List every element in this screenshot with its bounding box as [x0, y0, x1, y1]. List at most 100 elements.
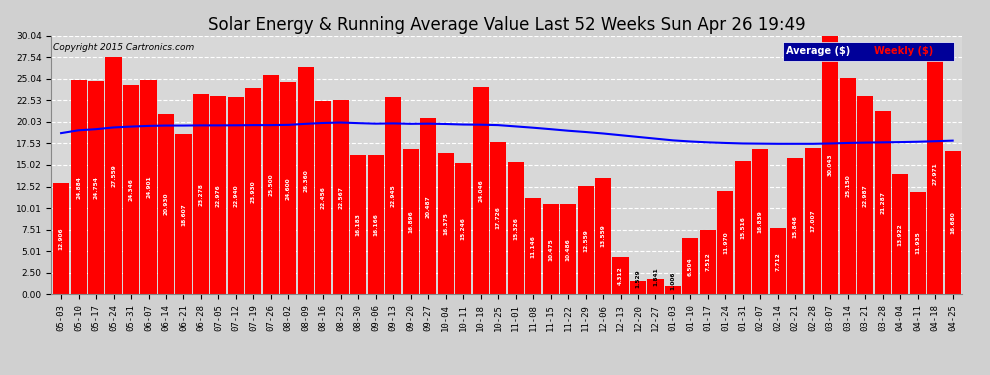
Text: 7.712: 7.712 — [775, 252, 780, 270]
Text: 27.971: 27.971 — [933, 162, 938, 185]
Text: 24.901: 24.901 — [146, 176, 151, 198]
Bar — [525, 198, 542, 294]
Bar — [700, 230, 716, 294]
Bar — [193, 94, 209, 294]
Bar — [228, 97, 244, 294]
Text: 13.559: 13.559 — [601, 225, 606, 248]
Text: 27.559: 27.559 — [111, 164, 116, 187]
Text: 23.930: 23.930 — [250, 180, 255, 203]
Bar — [333, 100, 348, 294]
Text: 22.456: 22.456 — [321, 186, 326, 209]
Bar — [403, 149, 419, 294]
Bar — [892, 174, 908, 294]
Text: 17.007: 17.007 — [810, 210, 816, 232]
Bar — [910, 192, 926, 294]
Text: 16.166: 16.166 — [373, 213, 378, 236]
Text: 4.312: 4.312 — [618, 266, 623, 285]
Text: 15.846: 15.846 — [793, 215, 798, 238]
Bar — [367, 155, 384, 294]
Text: 1.006: 1.006 — [670, 272, 675, 290]
Text: 22.976: 22.976 — [216, 184, 221, 207]
Text: 7.512: 7.512 — [706, 253, 711, 272]
Bar — [613, 257, 629, 294]
Text: 20.487: 20.487 — [426, 195, 431, 217]
Bar — [88, 81, 104, 294]
Text: 11.935: 11.935 — [915, 232, 920, 254]
Text: 10.475: 10.475 — [548, 238, 553, 261]
Bar — [141, 80, 156, 294]
Text: 30.043: 30.043 — [828, 154, 833, 176]
Bar — [630, 281, 646, 294]
Text: 15.326: 15.326 — [513, 217, 518, 240]
Text: 22.940: 22.940 — [234, 184, 239, 207]
Text: 17.726: 17.726 — [496, 207, 501, 230]
Bar — [315, 101, 332, 294]
Text: 6.504: 6.504 — [688, 257, 693, 276]
Bar — [438, 153, 453, 294]
Text: 16.183: 16.183 — [355, 213, 360, 236]
Bar — [595, 178, 611, 294]
Title: Solar Energy & Running Average Value Last 52 Weeks Sun Apr 26 19:49: Solar Energy & Running Average Value Las… — [208, 16, 806, 34]
Text: Copyright 2015 Cartronics.com: Copyright 2015 Cartronics.com — [53, 44, 195, 52]
Text: 24.346: 24.346 — [129, 178, 134, 201]
Text: 1.529: 1.529 — [636, 269, 641, 288]
Bar — [420, 118, 437, 294]
Bar — [718, 191, 734, 294]
Text: 16.680: 16.680 — [950, 211, 955, 234]
FancyBboxPatch shape — [783, 42, 954, 61]
Bar — [385, 97, 401, 294]
Bar — [735, 161, 751, 294]
Bar — [928, 54, 943, 294]
Bar — [70, 80, 86, 294]
Text: 24.884: 24.884 — [76, 176, 81, 199]
Text: 22.945: 22.945 — [391, 184, 396, 207]
Bar — [262, 75, 279, 294]
Text: 12.906: 12.906 — [58, 228, 63, 250]
Bar — [944, 151, 960, 294]
Text: 11.970: 11.970 — [723, 231, 728, 254]
Bar — [577, 186, 594, 294]
Text: 24.600: 24.600 — [286, 177, 291, 200]
Bar — [175, 134, 191, 294]
Text: 12.559: 12.559 — [583, 229, 588, 252]
Bar — [752, 149, 768, 294]
Bar — [647, 279, 663, 294]
Text: 1.841: 1.841 — [653, 268, 658, 286]
Text: 16.375: 16.375 — [444, 212, 448, 235]
Bar — [787, 158, 803, 294]
Text: 20.930: 20.930 — [163, 193, 168, 216]
Text: Weekly ($): Weekly ($) — [873, 46, 933, 56]
Text: 15.246: 15.246 — [460, 217, 465, 240]
Bar — [158, 114, 174, 294]
Bar — [472, 87, 489, 294]
Bar — [682, 238, 699, 294]
Text: 13.922: 13.922 — [898, 223, 903, 246]
Bar — [665, 286, 681, 294]
Text: 18.607: 18.607 — [181, 203, 186, 226]
Text: 11.146: 11.146 — [531, 235, 536, 258]
Bar — [53, 183, 69, 294]
Text: 24.754: 24.754 — [94, 176, 99, 199]
Bar — [508, 162, 524, 294]
Text: 24.046: 24.046 — [478, 180, 483, 202]
Text: 22.987: 22.987 — [862, 184, 868, 207]
Bar — [490, 142, 506, 294]
Bar — [770, 228, 786, 294]
Bar — [543, 204, 558, 294]
Text: 23.278: 23.278 — [198, 183, 204, 206]
Text: 21.287: 21.287 — [880, 191, 885, 214]
Text: 25.500: 25.500 — [268, 173, 273, 196]
Bar — [123, 85, 139, 294]
Text: 15.516: 15.516 — [741, 216, 745, 239]
Bar — [875, 111, 891, 294]
Bar — [280, 82, 296, 294]
Bar — [560, 204, 576, 294]
Text: Average ($): Average ($) — [786, 46, 850, 56]
Text: 26.360: 26.360 — [303, 170, 308, 192]
Text: 16.896: 16.896 — [408, 210, 413, 233]
Bar — [211, 96, 227, 294]
Text: 25.150: 25.150 — [845, 175, 850, 197]
Bar — [805, 148, 821, 294]
Text: 10.486: 10.486 — [565, 238, 570, 261]
Bar — [246, 88, 261, 294]
